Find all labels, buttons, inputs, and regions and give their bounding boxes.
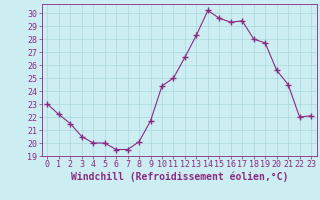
X-axis label: Windchill (Refroidissement éolien,°C): Windchill (Refroidissement éolien,°C) [70,172,288,182]
